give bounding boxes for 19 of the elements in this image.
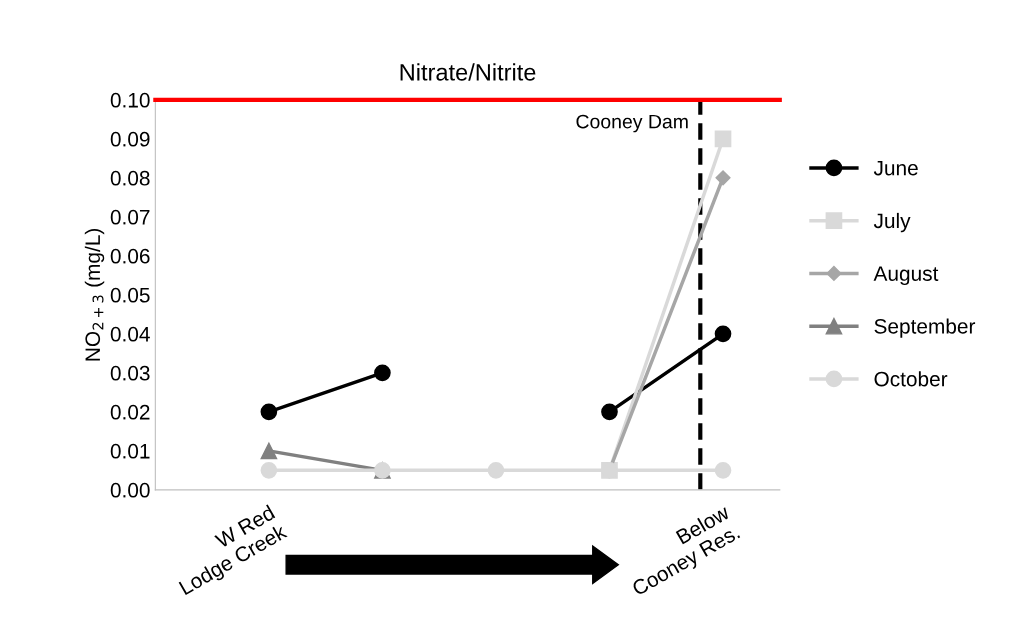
y-tick-label: 0.06 bbox=[110, 248, 150, 264]
y-tick-label: 0.03 bbox=[110, 365, 150, 381]
chart-title: Nitrate/Nitrite bbox=[400, 63, 536, 81]
y-tick-label: 0.04 bbox=[110, 326, 150, 342]
y-tick-label: 0.02 bbox=[110, 404, 150, 420]
legend-label: June bbox=[873, 160, 918, 176]
y-tick-label: 0.10 bbox=[110, 92, 150, 108]
y-tick-label: 0.08 bbox=[110, 170, 150, 186]
y-axis-title: NO$_{2+3}$ (mg/L) bbox=[84, 228, 105, 361]
legend-label: October bbox=[874, 371, 948, 387]
legend-label: July bbox=[873, 212, 911, 233]
y-tick-label: 0.01 bbox=[110, 443, 150, 459]
annotation: Cooney Dam bbox=[576, 114, 688, 133]
y-tick-label: 0.00 bbox=[110, 482, 150, 498]
legend-label: August bbox=[873, 266, 939, 286]
y-tick-label: 0.07 bbox=[110, 209, 150, 225]
y-tick-label: 0.05 bbox=[110, 287, 150, 303]
y-tick-label: 0.09 bbox=[110, 131, 150, 147]
legend-label: September bbox=[874, 318, 976, 338]
